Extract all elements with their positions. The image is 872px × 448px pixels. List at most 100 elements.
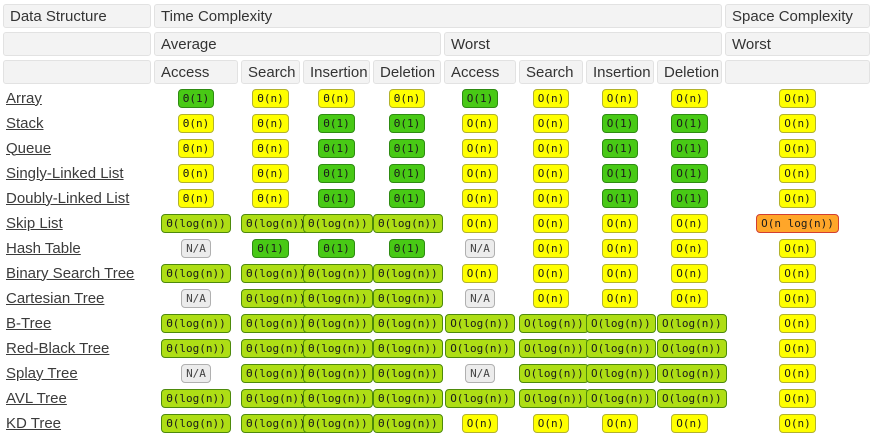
complexity-chip: Θ(log(n))	[241, 389, 311, 408]
complexity-cell: Θ(log(n))	[241, 263, 311, 284]
table-row: Array Θ(1) Θ(n) Θ(n) Θ(n) O(1) O(n) O(n) O(n) O(n…	[3, 88, 870, 109]
complexity-chip: N/A	[181, 289, 211, 308]
complexity-chip: Θ(log(n))	[303, 339, 373, 358]
complexity-chip: O(n)	[601, 289, 639, 308]
table-row: Red-Black Tree Θ(log(n)) Θ(log(n)) Θ(log(n)…	[3, 338, 870, 359]
complexity-cell: Θ(log(n))	[373, 263, 443, 284]
data-structure-link[interactable]: Doubly-Linked List	[6, 189, 130, 207]
complexity-cell: O(log(n))	[519, 338, 589, 359]
complexity-chip: O(n)	[532, 414, 570, 433]
data-structure-link[interactable]: B-Tree	[6, 314, 52, 332]
complexity-chip: Θ(n)	[388, 89, 426, 108]
complexity-chip: Θ(n)	[318, 89, 355, 108]
complexity-chip: Θ(1)	[388, 239, 426, 258]
complexity-chip: O(n)	[461, 264, 499, 283]
complexity-chip: Θ(log(n))	[303, 389, 373, 408]
complexity-chip: Θ(log(n))	[161, 314, 231, 333]
complexity-chip: Θ(log(n))	[241, 314, 311, 333]
complexity-cell: O(n)	[725, 138, 870, 159]
complexity-cell: Θ(n)	[154, 138, 238, 159]
complexity-cell: Θ(log(n))	[241, 338, 311, 359]
complexity-cell: Θ(n)	[154, 163, 238, 184]
complexity-chip: Θ(log(n))	[303, 214, 373, 233]
complexity-cell: O(n)	[725, 363, 870, 384]
complexity-cell: O(log(n))	[444, 338, 516, 359]
header-worst-deletion: Deletion	[657, 60, 723, 84]
complexity-chip: O(n)	[601, 414, 639, 433]
header-space-worst: Worst	[725, 32, 871, 56]
complexity-cell: O(log(n))	[444, 388, 516, 409]
complexity-chip: Θ(1)	[318, 239, 355, 258]
complexity-chip: O(n)	[601, 239, 639, 258]
complexity-cell: N/A	[444, 238, 516, 259]
complexity-chip: O(log(n))	[586, 314, 656, 333]
header-worst-insertion: Insertion	[586, 60, 654, 84]
complexity-chip: Θ(log(n))	[241, 339, 311, 358]
complexity-cell: O(n)	[519, 238, 583, 259]
header-worst-access: Access	[444, 60, 516, 84]
complexity-chip: O(log(n))	[657, 314, 727, 333]
complexity-chip: O(n)	[601, 89, 639, 108]
complexity-cell: O(1)	[586, 138, 654, 159]
complexity-chip: Θ(log(n))	[303, 289, 373, 308]
header-worst: Worst	[444, 32, 723, 56]
complexity-chip: Θ(1)	[177, 89, 215, 108]
data-structure-link[interactable]: KD Tree	[6, 414, 62, 432]
complexity-chip: O(log(n))	[519, 364, 589, 383]
complexity-chip: O(log(n))	[657, 389, 727, 408]
data-structure-link[interactable]: Array	[6, 89, 42, 107]
data-structure-link[interactable]: Cartesian Tree	[6, 289, 105, 307]
complexity-chip: Θ(log(n))	[373, 339, 443, 358]
data-structure-cell: Hash Table	[3, 238, 151, 259]
complexity-cell: Θ(1)	[154, 88, 238, 109]
table-row: Stack Θ(n) Θ(n) Θ(1) Θ(1) O(n) O(n) O(1) O(1) O(n…	[3, 113, 870, 134]
complexity-chip: O(n)	[671, 89, 708, 108]
complexity-chip: O(log(n))	[445, 314, 515, 333]
data-structure-link[interactable]: AVL Tree	[6, 389, 67, 407]
complexity-cell: O(1)	[657, 163, 722, 184]
data-structure-cell: Queue	[3, 138, 151, 159]
complexity-cell: O(n)	[519, 213, 583, 234]
complexity-cell: Θ(log(n))	[373, 288, 443, 309]
complexity-chip: Θ(log(n))	[303, 364, 373, 383]
data-structure-cell: Splay Tree	[3, 363, 151, 384]
complexity-chip: Θ(n)	[252, 164, 289, 183]
complexity-chip: Θ(n)	[177, 164, 215, 183]
complexity-chip: Θ(log(n))	[241, 414, 311, 433]
complexity-cell: O(n)	[725, 88, 870, 109]
data-structure-link[interactable]: Binary Search Tree	[6, 264, 135, 282]
complexity-chip: O(n)	[461, 189, 499, 208]
complexity-chip: Θ(log(n))	[373, 264, 443, 283]
data-structure-link[interactable]: Queue	[6, 139, 52, 157]
complexity-cell: Θ(log(n))	[303, 313, 373, 334]
complexity-cell: O(1)	[657, 113, 722, 134]
data-structure-link[interactable]: Splay Tree	[6, 364, 78, 382]
complexity-chip: Θ(1)	[388, 114, 426, 133]
complexity-chip: O(n)	[461, 414, 499, 433]
complexity-cell: O(1)	[444, 88, 516, 109]
header-data-structure: Data Structure	[3, 4, 151, 28]
complexity-chip: O(n)	[779, 414, 816, 433]
complexity-cell: N/A	[154, 288, 238, 309]
complexity-cell: Θ(log(n))	[154, 338, 238, 359]
complexity-cell: O(n)	[519, 88, 583, 109]
complexity-cell: O(1)	[657, 188, 722, 209]
data-structure-link[interactable]: Red-Black Tree	[6, 339, 110, 357]
data-structure-link[interactable]: Hash Table	[6, 239, 81, 257]
complexity-table: Data Structure Time Complexity Space Com…	[3, 4, 871, 434]
complexity-cell: O(n)	[657, 88, 722, 109]
complexity-cell: O(n)	[444, 188, 516, 209]
complexity-chip: Θ(log(n))	[373, 214, 443, 233]
complexity-chip: Θ(log(n))	[373, 314, 443, 333]
data-structure-link[interactable]: Stack	[6, 114, 44, 132]
data-structure-link[interactable]: Skip List	[6, 214, 63, 232]
data-structure-cell: Binary Search Tree	[3, 263, 151, 284]
complexity-cell: Θ(log(n))	[154, 388, 238, 409]
complexity-chip: O(n)	[461, 164, 499, 183]
complexity-chip: O(n)	[532, 139, 570, 158]
complexity-cell: O(n)	[444, 113, 516, 134]
complexity-chip: O(1)	[601, 189, 639, 208]
data-structure-link[interactable]: Singly-Linked List	[6, 164, 124, 182]
header-avg-search: Search	[241, 60, 300, 84]
complexity-cell: Θ(log(n))	[154, 413, 238, 434]
